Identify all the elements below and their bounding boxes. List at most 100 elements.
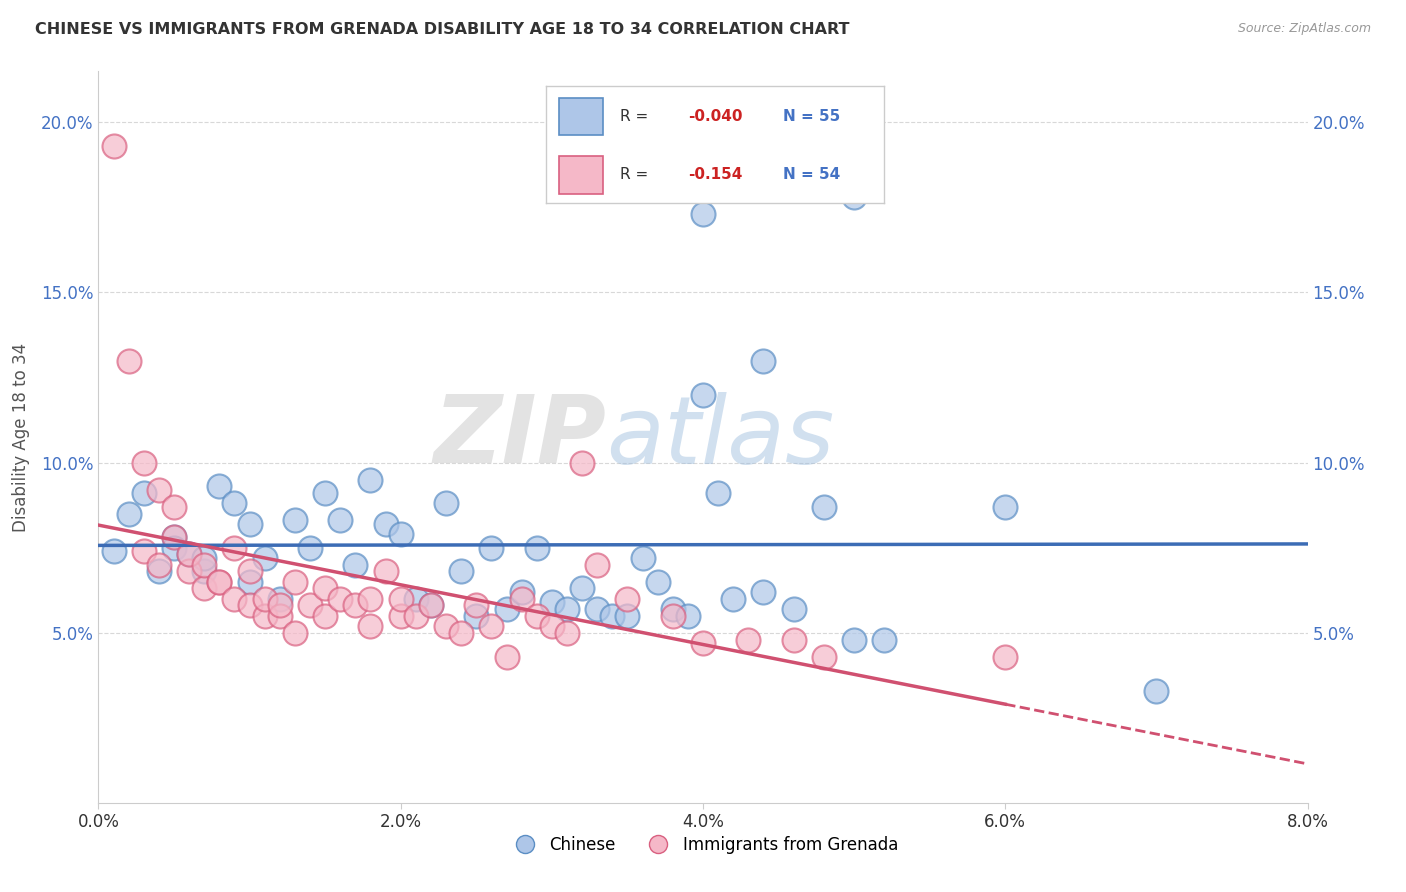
Point bbox=[434, 619, 457, 633]
Point bbox=[103, 544, 125, 558]
Point bbox=[163, 541, 186, 555]
Text: Source: ZipAtlas.com: Source: ZipAtlas.com bbox=[1237, 22, 1371, 36]
Point bbox=[269, 591, 291, 606]
Point bbox=[253, 608, 276, 623]
Point bbox=[329, 513, 352, 527]
Point bbox=[299, 599, 322, 613]
Point bbox=[676, 608, 699, 623]
Point bbox=[179, 548, 201, 562]
Text: CHINESE VS IMMIGRANTS FROM GRENADA DISABILITY AGE 18 TO 34 CORRELATION CHART: CHINESE VS IMMIGRANTS FROM GRENADA DISAB… bbox=[35, 22, 849, 37]
Point bbox=[118, 353, 141, 368]
Point bbox=[314, 582, 336, 596]
Point bbox=[420, 599, 443, 613]
Point bbox=[132, 544, 155, 558]
Point bbox=[495, 649, 517, 664]
Point bbox=[284, 513, 307, 527]
Point bbox=[314, 608, 336, 623]
Legend: Chinese, Immigrants from Grenada: Chinese, Immigrants from Grenada bbox=[502, 829, 904, 860]
Point bbox=[616, 608, 638, 623]
Point bbox=[495, 602, 517, 616]
Point bbox=[132, 456, 155, 470]
Point bbox=[707, 486, 730, 500]
Point bbox=[360, 619, 382, 633]
Point bbox=[193, 558, 215, 572]
Point bbox=[329, 591, 352, 606]
Y-axis label: Disability Age 18 to 34: Disability Age 18 to 34 bbox=[11, 343, 30, 532]
Point bbox=[510, 585, 533, 599]
Point bbox=[647, 574, 669, 589]
Point bbox=[208, 574, 231, 589]
Point bbox=[389, 527, 412, 541]
Point bbox=[208, 574, 231, 589]
Point bbox=[193, 550, 215, 565]
Text: ZIP: ZIP bbox=[433, 391, 606, 483]
Point bbox=[314, 486, 336, 500]
Point bbox=[389, 591, 412, 606]
Point bbox=[465, 608, 488, 623]
Point bbox=[783, 632, 806, 647]
Point bbox=[239, 574, 262, 589]
Point bbox=[344, 558, 367, 572]
Point bbox=[253, 550, 276, 565]
Point bbox=[163, 531, 186, 545]
Point bbox=[813, 500, 835, 514]
Point bbox=[450, 625, 472, 640]
Point bbox=[510, 591, 533, 606]
Point bbox=[132, 486, 155, 500]
Point bbox=[813, 649, 835, 664]
Point bbox=[239, 516, 262, 531]
Point bbox=[692, 636, 714, 650]
Point bbox=[783, 602, 806, 616]
Point bbox=[571, 582, 593, 596]
Point bbox=[723, 591, 745, 606]
Point bbox=[360, 591, 382, 606]
Point bbox=[692, 387, 714, 401]
Point bbox=[481, 619, 503, 633]
Point bbox=[148, 558, 170, 572]
Point bbox=[586, 558, 609, 572]
Point bbox=[148, 565, 170, 579]
Point bbox=[692, 207, 714, 221]
Point bbox=[873, 632, 896, 647]
Point bbox=[661, 608, 683, 623]
Point bbox=[616, 591, 638, 606]
Point bbox=[481, 541, 503, 555]
Point bbox=[752, 353, 775, 368]
Point bbox=[224, 541, 246, 555]
Point bbox=[360, 473, 382, 487]
Point bbox=[269, 599, 291, 613]
Point bbox=[994, 500, 1017, 514]
Point bbox=[405, 591, 427, 606]
Point bbox=[284, 625, 307, 640]
Point bbox=[555, 625, 578, 640]
Point bbox=[631, 550, 654, 565]
Point bbox=[374, 565, 396, 579]
Point bbox=[1146, 683, 1168, 698]
Point bbox=[163, 500, 186, 514]
Point bbox=[844, 632, 866, 647]
Point bbox=[239, 565, 262, 579]
Point bbox=[994, 649, 1017, 664]
Point bbox=[239, 599, 262, 613]
Point bbox=[602, 608, 624, 623]
Point bbox=[540, 595, 562, 609]
Text: atlas: atlas bbox=[606, 392, 835, 483]
Point bbox=[450, 565, 472, 579]
Point bbox=[526, 541, 548, 555]
Point bbox=[299, 541, 322, 555]
Point bbox=[148, 483, 170, 497]
Point bbox=[163, 531, 186, 545]
Point bbox=[844, 190, 866, 204]
Point bbox=[420, 599, 443, 613]
Point bbox=[284, 574, 307, 589]
Point bbox=[586, 602, 609, 616]
Point bbox=[208, 479, 231, 493]
Point bbox=[465, 599, 488, 613]
Point bbox=[103, 139, 125, 153]
Point bbox=[405, 608, 427, 623]
Point bbox=[661, 602, 683, 616]
Point bbox=[269, 608, 291, 623]
Point bbox=[540, 619, 562, 633]
Point bbox=[434, 496, 457, 510]
Point bbox=[526, 608, 548, 623]
